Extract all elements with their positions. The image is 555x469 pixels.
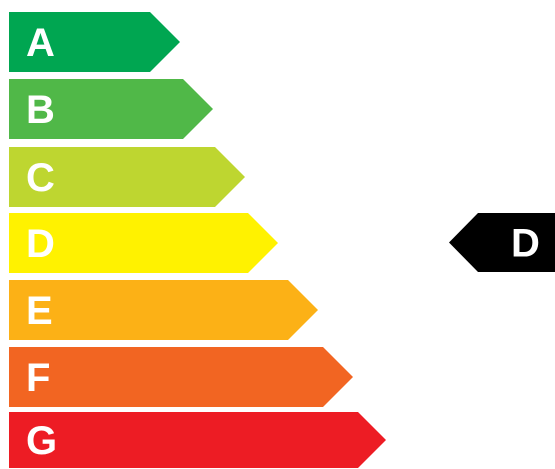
rating-bar-f bbox=[9, 347, 353, 407]
rating-bar-label-g: G bbox=[26, 419, 57, 463]
rating-bar-label-b: B bbox=[26, 88, 55, 132]
current-rating-label: D bbox=[511, 222, 540, 266]
rating-bar-label-a: A bbox=[26, 21, 55, 65]
rating-bar-label-d: D bbox=[26, 222, 55, 266]
current-rating-arrow bbox=[449, 213, 555, 272]
rating-bar-label-c: C bbox=[26, 156, 55, 200]
rating-bar-a bbox=[9, 12, 180, 72]
rating-bar-label-e: E bbox=[26, 289, 53, 333]
current-rating-indicator: D bbox=[449, 213, 555, 272]
rating-bar-b bbox=[9, 79, 213, 139]
rating-bar-g bbox=[9, 412, 386, 468]
rating-bar-e bbox=[9, 280, 318, 340]
rating-bar-d bbox=[9, 213, 278, 273]
rating-bar-label-f: F bbox=[26, 356, 50, 400]
rating-bar-c bbox=[9, 147, 245, 207]
